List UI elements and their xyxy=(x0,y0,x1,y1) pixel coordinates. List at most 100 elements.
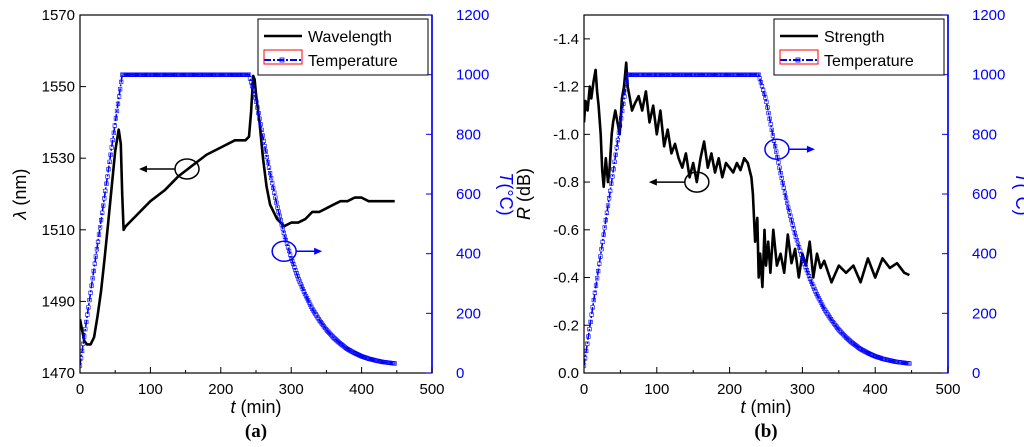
temperature-marker xyxy=(597,261,602,266)
temperature-marker xyxy=(256,111,261,116)
legend: Wavelength Temperature xyxy=(257,18,429,76)
temperature-marker xyxy=(262,144,267,149)
y-left-tick-label: -1.2 xyxy=(553,79,579,96)
x-tick-label: 500 xyxy=(419,381,444,398)
temperature-marker xyxy=(103,188,108,194)
x-tick-label: 400 xyxy=(863,381,888,398)
temperature-marker xyxy=(598,254,603,259)
series-temperature-line xyxy=(584,73,910,366)
legend-red-box xyxy=(263,49,303,65)
temperature-marker xyxy=(811,284,816,289)
y-left-tick-label: 1550 xyxy=(42,79,75,96)
temperature-marker xyxy=(873,354,878,359)
temperature-marker xyxy=(108,152,113,157)
y-right-axis-title: T(°C) xyxy=(496,172,516,215)
temperature-marker xyxy=(810,281,815,287)
temperature-marker xyxy=(305,298,311,303)
temperature-marker xyxy=(841,333,846,338)
temperature-marker xyxy=(93,254,98,259)
temperature-marker xyxy=(118,87,123,92)
temperature-marker xyxy=(106,167,111,172)
y-right-tick-label: 200 xyxy=(972,305,997,322)
temperature-marker xyxy=(280,226,285,231)
temperature-marker xyxy=(264,154,270,160)
temperature-marker xyxy=(294,270,299,276)
temperature-marker xyxy=(115,101,121,106)
temperature-marker xyxy=(814,291,819,297)
temperature-marker xyxy=(776,160,781,165)
x-axis-title: t (min) xyxy=(230,397,281,417)
temperature-marker xyxy=(366,356,371,361)
x-axis-title: t (min) xyxy=(740,397,791,417)
annotation-arrowhead xyxy=(806,145,815,153)
y-left-tick-label: -0.6 xyxy=(553,222,579,239)
temperature-marker xyxy=(763,95,768,100)
temperature-marker xyxy=(837,328,842,333)
temperature-marker xyxy=(815,294,820,299)
temperature-marker xyxy=(277,213,282,219)
temperature-marker xyxy=(782,190,787,195)
temperature-marker xyxy=(817,298,822,303)
temperature-marker xyxy=(840,331,845,337)
temperature-marker xyxy=(112,123,117,128)
temperature-marker xyxy=(789,218,794,223)
temperature-marker xyxy=(278,218,283,223)
temperature-marker xyxy=(616,130,621,135)
y-left-axis-symbol: R xyxy=(514,207,534,220)
legend-entry: Temperature xyxy=(824,53,914,70)
temperature-marker xyxy=(109,145,114,150)
y-right-tick-label: 1000 xyxy=(972,67,1005,84)
temperature-marker xyxy=(91,268,96,274)
temperature-marker xyxy=(590,305,595,310)
annotation-left-axis xyxy=(139,158,200,180)
temperature-marker xyxy=(623,87,628,92)
series-temperature-line xyxy=(80,73,395,366)
temperature-marker xyxy=(768,122,773,127)
temperature-marker xyxy=(764,99,769,104)
legend-entry: Wavelength xyxy=(308,29,392,46)
temperature-marker xyxy=(586,334,591,339)
temperature-marker xyxy=(805,270,810,276)
y-left-tick-label: -0.8 xyxy=(553,174,579,191)
temperature-marker xyxy=(318,319,323,325)
legend-entry: Strength xyxy=(824,29,884,46)
annotation-arrowhead xyxy=(314,247,323,255)
temperature-marker xyxy=(88,290,93,295)
temperature-marker xyxy=(270,180,275,186)
temperature-marker xyxy=(272,190,277,195)
temperature-marker xyxy=(324,328,330,333)
x-axis-unit: (min) xyxy=(746,397,792,417)
temperature-marker xyxy=(254,99,259,104)
temperature-marker xyxy=(99,218,104,223)
temperature-marker xyxy=(600,239,605,245)
temperature-marker xyxy=(608,188,613,194)
temperature-marker xyxy=(839,330,844,335)
temperature-marker xyxy=(328,331,333,337)
temperature-marker xyxy=(614,145,619,150)
annotation-left-axis xyxy=(648,171,710,193)
temperature-marker xyxy=(257,116,262,121)
temperature-marker xyxy=(291,261,296,267)
temperature-marker xyxy=(621,101,626,106)
y-right-tick-label: 800 xyxy=(972,126,997,143)
temperature-marker xyxy=(274,200,279,205)
temperature-marker xyxy=(588,319,593,325)
temperature-marker xyxy=(96,232,102,237)
temperature-marker xyxy=(605,203,611,208)
temperature-marker xyxy=(392,361,397,366)
x-tick-label: 200 xyxy=(208,381,233,398)
temperature-marker xyxy=(85,312,90,317)
series-strength-line xyxy=(584,61,910,289)
temperature-marker xyxy=(787,209,792,214)
temperature-marker xyxy=(261,138,266,144)
y-right-axis-unit: (°C) xyxy=(1012,183,1024,215)
temperature-marker xyxy=(117,94,122,99)
annotation-right-axis xyxy=(764,138,815,160)
y-left-tick-label: -1.0 xyxy=(553,126,579,143)
temperature-marker xyxy=(268,175,274,181)
temperature-marker xyxy=(813,289,818,294)
temperature-markers xyxy=(80,72,397,368)
temperature-marker xyxy=(80,363,83,368)
temperature-marker xyxy=(105,174,110,179)
temperature-marker xyxy=(368,356,373,362)
